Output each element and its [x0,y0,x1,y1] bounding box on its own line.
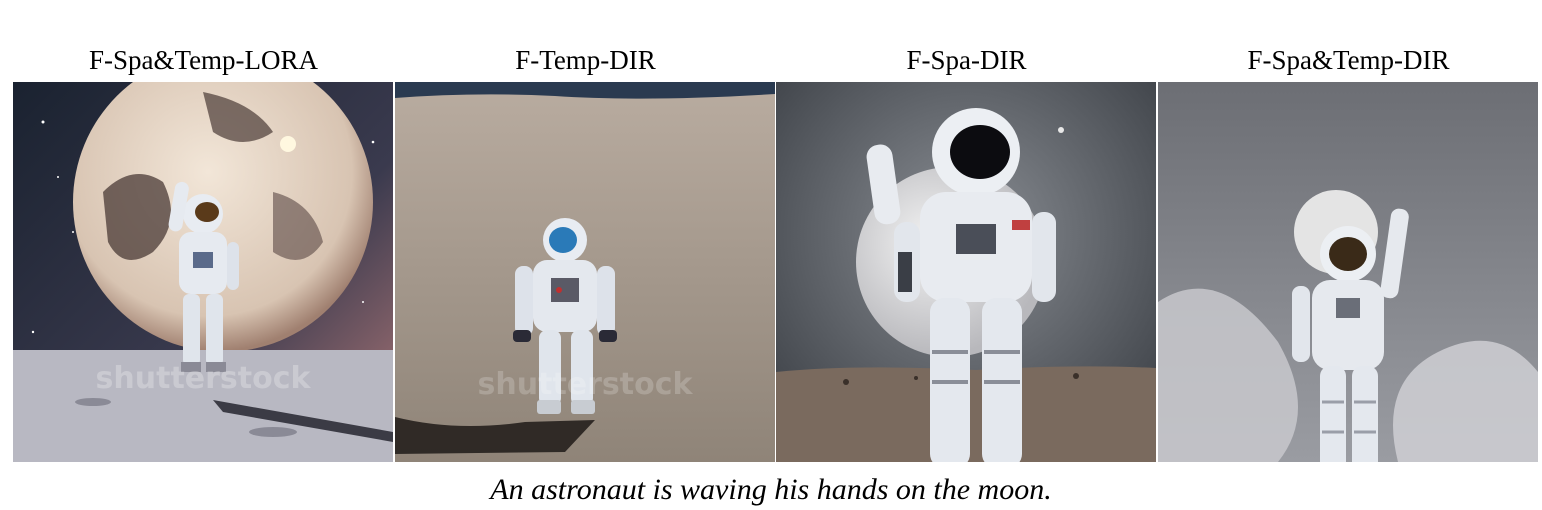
astronaut-moon-image-2: shutterstock [395,82,775,462]
watermark-text: shutterstock [478,367,694,402]
watermark-text: shutterstock [96,361,312,396]
image-panel-3 [776,82,1156,462]
astronaut-moon-image-1: shutterstock [13,82,393,462]
figure-caption: An astronaut is waving his hands on the … [490,473,1052,506]
image-panel-2: shutterstock [395,82,775,462]
panel-title-3: F-Spa-DIR [906,45,1027,75]
panel-title-1: F-Spa&Temp-LORA [88,45,319,75]
astronaut-moon-image-3 [776,82,1156,462]
image-panel-1: shutterstock [13,82,393,462]
image-panel-4 [1158,82,1538,462]
panel-title-4: F-Spa&Temp-DIR [1247,45,1450,75]
astronaut-moon-image-4 [1158,82,1538,462]
panel-title-2: F-Temp-DIR [515,45,656,75]
